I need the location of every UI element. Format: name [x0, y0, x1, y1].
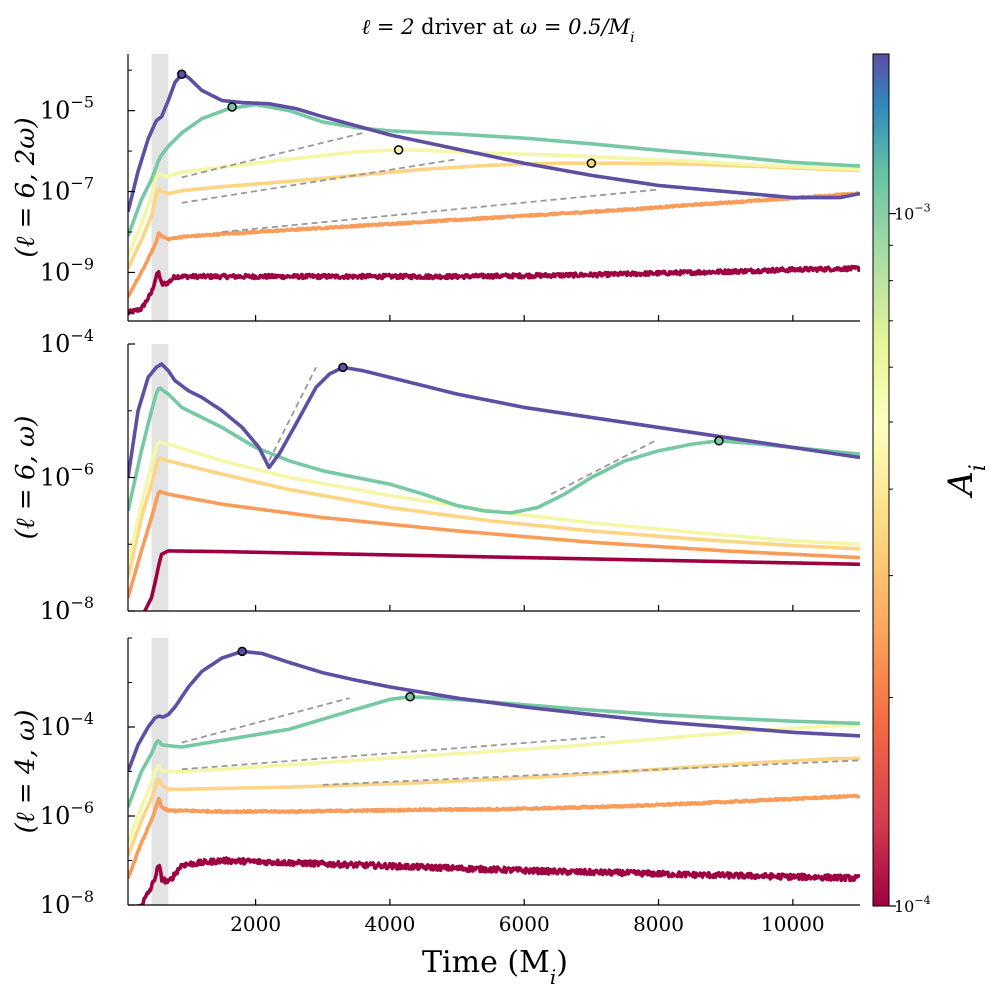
- x-tick-label: 2000: [230, 912, 281, 936]
- y-tick-label: 10−8: [40, 887, 94, 919]
- panel-1: 10−9 10−7 10−5(ℓ = 6, 2ω): [11, 54, 860, 322]
- series-line-6: [128, 72, 860, 213]
- peak-marker-2: [405, 691, 415, 702]
- peak-marker-1: [237, 646, 247, 657]
- series-line-6: [128, 362, 860, 478]
- shaded-band: [151, 344, 169, 611]
- y-tick-label: 10−4: [40, 326, 94, 358]
- y-tick-label: 10−7: [40, 174, 94, 206]
- peak-marker-1: [338, 362, 348, 373]
- y-tick-label: 10−5: [40, 93, 94, 125]
- series-line-6: [128, 649, 860, 773]
- series-line-1: [135, 856, 860, 905]
- y-tick-label: 10−6: [40, 798, 94, 830]
- peak-marker-2: [714, 436, 724, 446]
- y-axis-label: (ℓ = 4, ω): [11, 710, 41, 834]
- series-line-1: [142, 549, 860, 611]
- y-tick-label: 10−4: [40, 709, 94, 741]
- x-tick-label: 4000: [364, 912, 415, 936]
- series-line-2: [128, 793, 860, 880]
- series-line-4: [128, 439, 860, 565]
- x-tick-label: 8000: [633, 912, 684, 936]
- guide-line-3: [221, 188, 659, 233]
- y-axis-label: (ℓ = 6, 2ω): [11, 117, 41, 257]
- series-line-3: [128, 456, 860, 579]
- shaded-band: [151, 638, 169, 905]
- guide-line-1: [181, 132, 364, 179]
- guide-line-1: [181, 697, 350, 744]
- chart-title: ℓ = 2 driver at ω = 0.5/Mi: [361, 15, 634, 46]
- series-line-3: [128, 756, 860, 857]
- peak-marker-3: [393, 145, 404, 155]
- y-tick-label: 10−9: [40, 254, 94, 286]
- y-tick-label: 10−8: [40, 593, 94, 625]
- series-line-2: [128, 489, 860, 599]
- peak-marker-1: [176, 69, 187, 79]
- series-line-2: [128, 191, 860, 298]
- x-tick-label: 10000: [761, 912, 825, 936]
- series-line-4: [128, 148, 860, 257]
- guide-line-2: [181, 735, 605, 771]
- x-axis-label: Time (Mi): [422, 945, 568, 989]
- series-line-5: [128, 102, 860, 237]
- peak-marker-4: [586, 158, 597, 168]
- peak-marker-2: [227, 102, 237, 112]
- panel-3: 2000 4000 6000 8000 10000 10−8 10−6 10−4(ℓ = 4,…: [11, 637, 861, 936]
- guide-line-2: [550, 439, 656, 495]
- series-line-1: [128, 264, 860, 316]
- series-line-5: [128, 386, 860, 515]
- panel-2: 10−8 10−6 10−4 (ℓ = 6, ω): [11, 326, 860, 625]
- colorbar: 10−3 10−4 Ai: [872, 53, 991, 916]
- y-tick-label: 10−6: [40, 460, 94, 492]
- panels-group: 10−910−710−5(ℓ = 6, 2ω)10−810−610−4(ℓ = …: [11, 54, 861, 936]
- colorbar-label: Ai: [941, 464, 991, 499]
- guide-line-2: [181, 158, 458, 204]
- x-tick-label: 6000: [499, 912, 550, 936]
- colorbar-ticks: 10−3 10−4: [889, 202, 931, 916]
- colorbar-tick-label: 10−4: [894, 894, 931, 916]
- colorbar-gradient: [872, 53, 890, 907]
- series-line-4: [128, 722, 860, 844]
- y-axis-label: (ℓ = 6, ω): [11, 416, 41, 540]
- colorbar-tick-label: 10−3: [894, 202, 931, 224]
- guide-line-1: [268, 366, 317, 462]
